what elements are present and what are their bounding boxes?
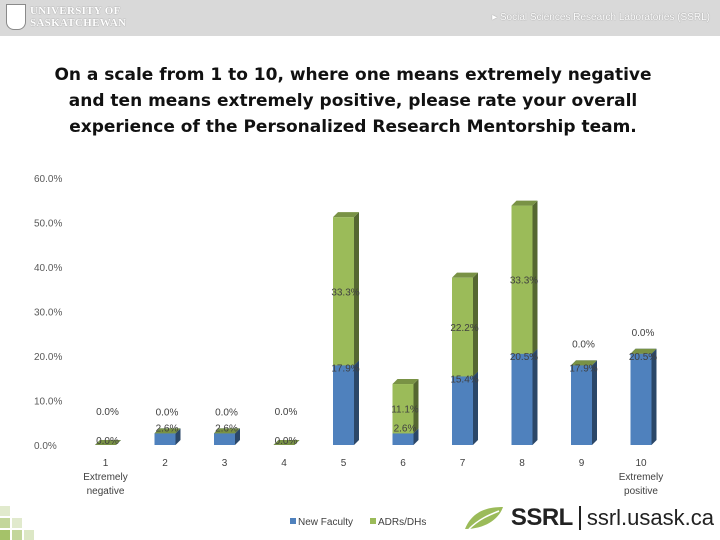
bar-side bbox=[592, 360, 597, 445]
data-label: 0.0% bbox=[96, 436, 119, 447]
data-label: 15.4% bbox=[450, 374, 478, 385]
y-tick-label: 60.0% bbox=[34, 174, 62, 185]
x-tick-label: 3 bbox=[222, 458, 228, 469]
university-logo[interactable]: UNIVERSITY OF SASKATCHEWAN bbox=[6, 4, 140, 30]
bar-side bbox=[473, 272, 478, 377]
data-label: 17.9% bbox=[569, 363, 597, 374]
bar-side bbox=[532, 348, 538, 445]
data-label: 0.0% bbox=[632, 328, 655, 339]
bar-segment bbox=[511, 353, 533, 445]
data-label: 2.6% bbox=[215, 423, 238, 434]
bar-segment bbox=[511, 205, 533, 354]
bar-top bbox=[154, 428, 181, 434]
data-label: 33.3% bbox=[331, 287, 359, 298]
chevron-right-icon: ▸ bbox=[492, 12, 500, 23]
data-label: 0.0% bbox=[215, 407, 238, 418]
bar-top bbox=[214, 428, 240, 434]
y-tick-label: 20.0% bbox=[34, 352, 62, 363]
data-label: 0.0% bbox=[96, 407, 119, 418]
bar-segment bbox=[333, 217, 354, 366]
legend-label: ADRs/DHs bbox=[378, 517, 426, 528]
data-label: 33.3% bbox=[510, 276, 538, 287]
y-tick-label: 50.0% bbox=[34, 219, 62, 230]
bar-segment bbox=[630, 353, 652, 445]
data-label: 22.2% bbox=[450, 323, 478, 334]
bar-top bbox=[452, 272, 478, 278]
bar-top bbox=[273, 440, 300, 445]
data-label: 0.0% bbox=[156, 407, 179, 418]
data-label: 20.5% bbox=[510, 352, 538, 363]
x-tick-label: 2 bbox=[162, 458, 168, 469]
bar-side bbox=[532, 200, 538, 354]
bar-segment bbox=[452, 277, 473, 377]
bar-side bbox=[175, 428, 181, 445]
y-tick-label: 30.0% bbox=[34, 308, 62, 319]
bar-top bbox=[630, 348, 657, 354]
logo-separator bbox=[578, 506, 581, 530]
bar-side bbox=[413, 379, 419, 434]
data-label: 17.9% bbox=[331, 363, 359, 374]
university-name: UNIVERSITY OF SASKATCHEWAN bbox=[30, 5, 127, 29]
bar-side bbox=[235, 428, 240, 445]
bar-top bbox=[511, 200, 538, 206]
bar-top bbox=[571, 360, 597, 366]
bar-segment bbox=[571, 365, 592, 445]
x-tick-label: 6 bbox=[400, 458, 406, 469]
legend-swatch bbox=[370, 518, 376, 524]
legend-swatch bbox=[290, 518, 296, 524]
bar-top bbox=[95, 440, 121, 445]
bar-side bbox=[354, 212, 359, 366]
crest-icon bbox=[6, 4, 26, 30]
bar-segment bbox=[214, 433, 235, 445]
bar-side bbox=[413, 428, 419, 445]
bar-side bbox=[354, 360, 359, 445]
x-tick-label: 9 bbox=[579, 458, 585, 469]
data-label: 0.0% bbox=[275, 436, 298, 447]
leaf-icon bbox=[464, 507, 503, 530]
header-band: UNIVERSITY OF SASKATCHEWAN ▸ Social Scie… bbox=[0, 0, 720, 36]
legend-label: New Faculty bbox=[298, 517, 353, 528]
data-label: 2.6% bbox=[156, 423, 179, 434]
bar-top bbox=[333, 212, 359, 218]
x-tick-label: 8 bbox=[519, 458, 525, 469]
data-label: 2.6% bbox=[394, 423, 417, 434]
bar-segment bbox=[154, 433, 176, 445]
x-tick-label: 10 Extremely positive bbox=[619, 458, 663, 497]
x-tick-label: 4 bbox=[281, 458, 287, 469]
ssrl-logo-text: SSRL bbox=[510, 504, 574, 531]
ssrl-footer-logo: SSRL ssrl.usask.ca bbox=[463, 504, 714, 532]
bar-segment bbox=[392, 384, 414, 434]
bar-side bbox=[473, 371, 478, 445]
y-tick-label: 0.0% bbox=[34, 441, 57, 452]
x-tick-label: 5 bbox=[341, 458, 347, 469]
data-label: 11.1% bbox=[391, 405, 419, 416]
bar-top bbox=[392, 379, 419, 385]
ssrl-url: ssrl.usask.ca bbox=[586, 505, 714, 530]
x-tick-label: 7 bbox=[460, 458, 466, 469]
bar-side bbox=[651, 348, 657, 445]
lab-link-label: Social Sciences Research Laboratories (S… bbox=[499, 12, 710, 23]
data-label: 0.0% bbox=[572, 339, 595, 350]
data-label: 20.5% bbox=[629, 352, 657, 363]
bar-segment bbox=[452, 376, 473, 445]
bar-segment bbox=[333, 365, 354, 445]
decorative-squares bbox=[0, 506, 34, 540]
chart-title: On a scale from 1 to 10, where one means… bbox=[54, 65, 652, 137]
x-tick-label: 1 Extremely negative bbox=[83, 458, 127, 497]
y-tick-label: 10.0% bbox=[34, 397, 62, 408]
data-label: 0.0% bbox=[275, 407, 298, 418]
bar-segment bbox=[392, 433, 414, 445]
y-tick-label: 40.0% bbox=[34, 263, 62, 274]
lab-link[interactable]: ▸ Social Sciences Research Laboratories … bbox=[492, 12, 710, 23]
